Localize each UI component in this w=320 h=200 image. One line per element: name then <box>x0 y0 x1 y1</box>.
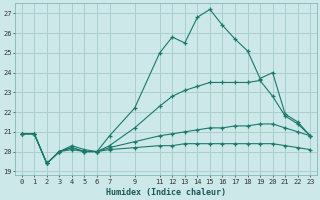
X-axis label: Humidex (Indice chaleur): Humidex (Indice chaleur) <box>106 188 226 197</box>
